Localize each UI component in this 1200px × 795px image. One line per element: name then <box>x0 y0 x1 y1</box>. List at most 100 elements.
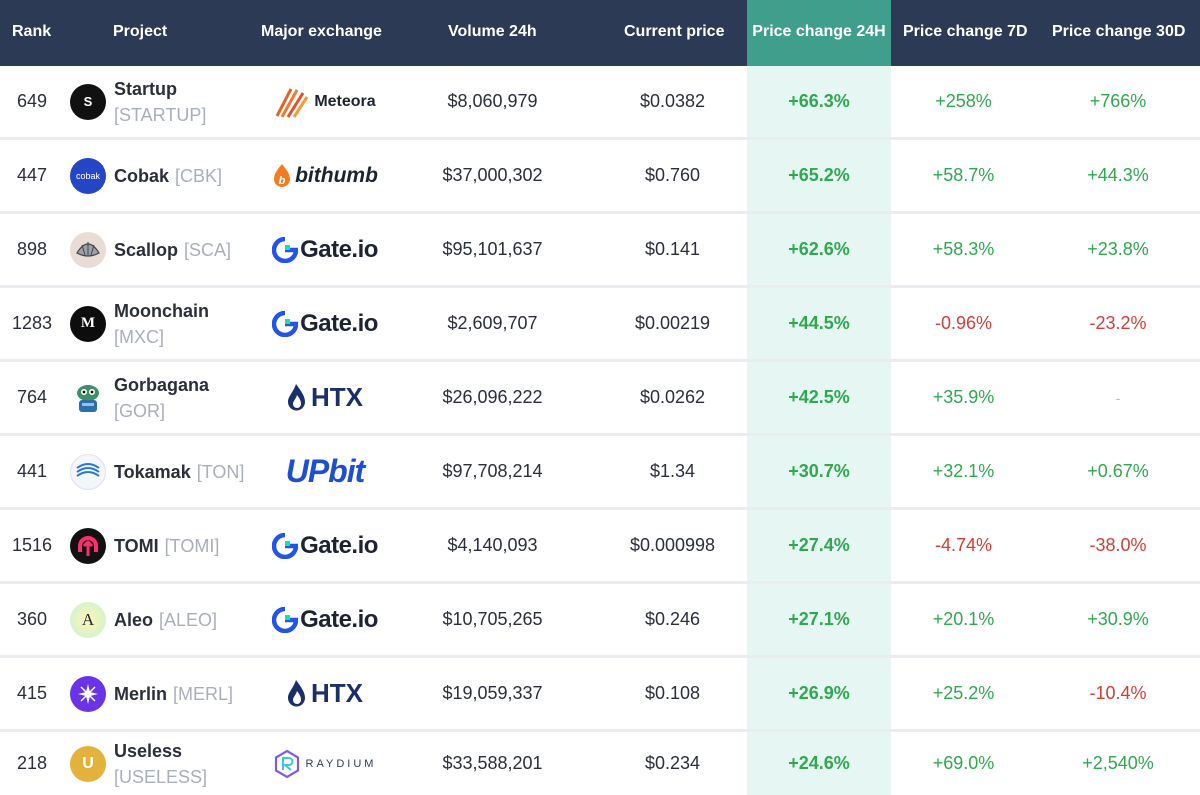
aleo-icon: A <box>70 601 106 638</box>
change-7d-value: +35.9% <box>932 387 995 407</box>
change-30d-value: +44.3% <box>1087 165 1149 185</box>
project-cell[interactable]: A Aleo [ALEO] <box>70 584 260 655</box>
gate-io-icon <box>272 532 299 559</box>
table-row[interactable]: 1516 TOMI [TOMI] Gate.io $4,14 <box>0 510 1200 584</box>
change-30d-value: +23.8% <box>1087 239 1149 259</box>
table-row[interactable]: 649 S Startup [STARTUP] Meteora $8,060,9… <box>0 66 1200 140</box>
header-price[interactable]: Current price <box>624 23 725 40</box>
useless-icon: U <box>70 745 106 782</box>
change-24h-value: +27.1% <box>788 609 850 629</box>
exchange-cell[interactable]: Gate.io <box>260 584 390 655</box>
volume-value: $8,060,979 <box>447 91 538 111</box>
table-row[interactable]: 898 Scallop [SCA] Gate.io $95, <box>0 214 1200 288</box>
table-row[interactable]: 360 A Aleo [ALEO] Gate.io $10,705,265 $0… <box>0 584 1200 658</box>
project-name: Merlin <box>114 683 168 704</box>
row-divider <box>0 285 1200 288</box>
upbit-logo: UPbit <box>285 453 366 489</box>
header-exchange[interactable]: Major exchange <box>261 23 382 40</box>
exchange-cell[interactable]: RAYDIUM <box>260 732 390 795</box>
change-7d-value: +58.7% <box>932 165 995 185</box>
table-row[interactable]: 218 U Useless [USELESS] RAYDIUM $33,588,… <box>0 732 1200 795</box>
project-symbol: [STARTUP] <box>114 104 207 125</box>
project-symbol: [TON] <box>196 461 245 482</box>
exchange-cell[interactable]: UPbit <box>260 436 390 507</box>
project-name: Moonchain <box>114 300 209 321</box>
project-symbol: [ALEO] <box>159 609 218 630</box>
change-30d-value: +30.9% <box>1087 609 1149 629</box>
volume-value: $10,705,265 <box>442 609 543 629</box>
table-row[interactable]: 441 Tokamak [TON] UPbit $97,708,214 $1.3… <box>0 436 1200 510</box>
project-symbol: [TOMI] <box>164 535 220 556</box>
project-cell[interactable]: Merlin [MERL] <box>70 658 260 729</box>
htx-logo: HTX <box>287 678 363 709</box>
table-row[interactable]: 447 cobak Cobak [CBK] b bithumb $37,000,… <box>0 140 1200 214</box>
meteora-logo: Meteora <box>274 85 376 119</box>
highlight-column-24h <box>747 66 891 795</box>
rank-value: 764 <box>16 387 48 407</box>
price-value: $0.000998 <box>629 535 716 555</box>
project-name: Startup <box>114 78 177 99</box>
gate-io-logo: Gate.io <box>272 236 378 264</box>
price-value: $1.34 <box>649 461 696 481</box>
header-change-7d[interactable]: Price change 7D <box>903 23 1028 40</box>
project-cell[interactable]: M Moonchain [MXC] <box>70 288 260 359</box>
project-cell[interactable]: U Useless [USELESS] <box>70 732 260 795</box>
project-cell[interactable]: TOMI [TOMI] <box>70 510 260 581</box>
change-24h-value: +66.3% <box>788 91 850 111</box>
gorbagana-icon <box>70 379 106 416</box>
change-24h-value: +44.5% <box>788 313 850 333</box>
table-row[interactable]: 415 Merlin [MERL] HTX $19,059, <box>0 658 1200 732</box>
rank-value: 447 <box>16 165 48 185</box>
cobak-icon: cobak <box>70 157 106 194</box>
change-24h-value: +65.2% <box>788 165 850 185</box>
header-change-24h[interactable]: Price change 24H <box>747 0 891 66</box>
price-value: $0.141 <box>644 239 701 259</box>
project-name: TOMI <box>114 535 159 556</box>
row-divider <box>0 137 1200 140</box>
exchange-cell[interactable]: HTX <box>260 658 390 729</box>
price-value: $0.760 <box>644 165 701 185</box>
header-rank[interactable]: Rank <box>12 23 52 40</box>
exchange-cell[interactable]: Gate.io <box>260 510 390 581</box>
header-project[interactable]: Project <box>113 23 168 40</box>
row-divider <box>0 359 1200 362</box>
project-cell[interactable]: cobak Cobak [CBK] <box>70 140 260 211</box>
change-24h-value: +24.6% <box>788 753 850 773</box>
exchange-cell[interactable]: Gate.io <box>260 214 390 285</box>
row-divider <box>0 211 1200 214</box>
exchange-cell[interactable]: Gate.io <box>260 288 390 359</box>
volume-value: $95,101,637 <box>442 239 543 259</box>
row-divider <box>0 581 1200 584</box>
gate-io-logo: Gate.io <box>272 532 378 560</box>
project-cell[interactable]: Tokamak [TON] <box>70 436 260 507</box>
table-row[interactable]: 1283 M Moonchain [MXC] Gate.io $2,609,70… <box>0 288 1200 362</box>
header-change-30d[interactable]: Price change 30D <box>1052 23 1186 40</box>
change-24h-value: +27.4% <box>788 535 850 555</box>
bithumb-icon: b <box>274 163 291 187</box>
header-volume[interactable]: Volume 24h <box>448 23 537 40</box>
project-name: Tokamak <box>114 461 191 482</box>
change-7d-value: +32.1% <box>932 461 995 481</box>
change-24h-value: +62.6% <box>788 239 850 259</box>
project-symbol: [MXC] <box>114 326 165 347</box>
rank-value: 415 <box>16 683 48 703</box>
project-name: Gorbagana <box>114 374 210 395</box>
volume-value: $37,000,302 <box>442 165 543 185</box>
exchange-cell[interactable]: HTX <box>260 362 390 433</box>
change-24h-value: +42.5% <box>788 387 850 407</box>
project-cell[interactable]: S Startup [STARTUP] <box>70 66 260 137</box>
table-row[interactable]: 764 Gorbagana [GOR] <box>0 362 1200 436</box>
rank-value: 1283 <box>11 313 53 333</box>
exchange-cell[interactable]: Meteora <box>260 66 390 137</box>
change-24h-value: +30.7% <box>788 461 850 481</box>
exchange-cell[interactable]: b bithumb <box>260 140 390 211</box>
table-header: Rank Project Major exchange Volume 24h C… <box>0 0 1200 66</box>
row-divider <box>0 729 1200 732</box>
gate-io-logo: Gate.io <box>272 606 378 634</box>
project-cell[interactable]: Scallop [SCA] <box>70 214 260 285</box>
change-7d-value: +58.3% <box>932 239 995 259</box>
project-name: Aleo <box>114 609 154 630</box>
project-cell[interactable]: Gorbagana [GOR] <box>70 362 260 433</box>
gate-io-icon <box>272 236 299 263</box>
change-7d-value: +25.2% <box>932 683 995 703</box>
